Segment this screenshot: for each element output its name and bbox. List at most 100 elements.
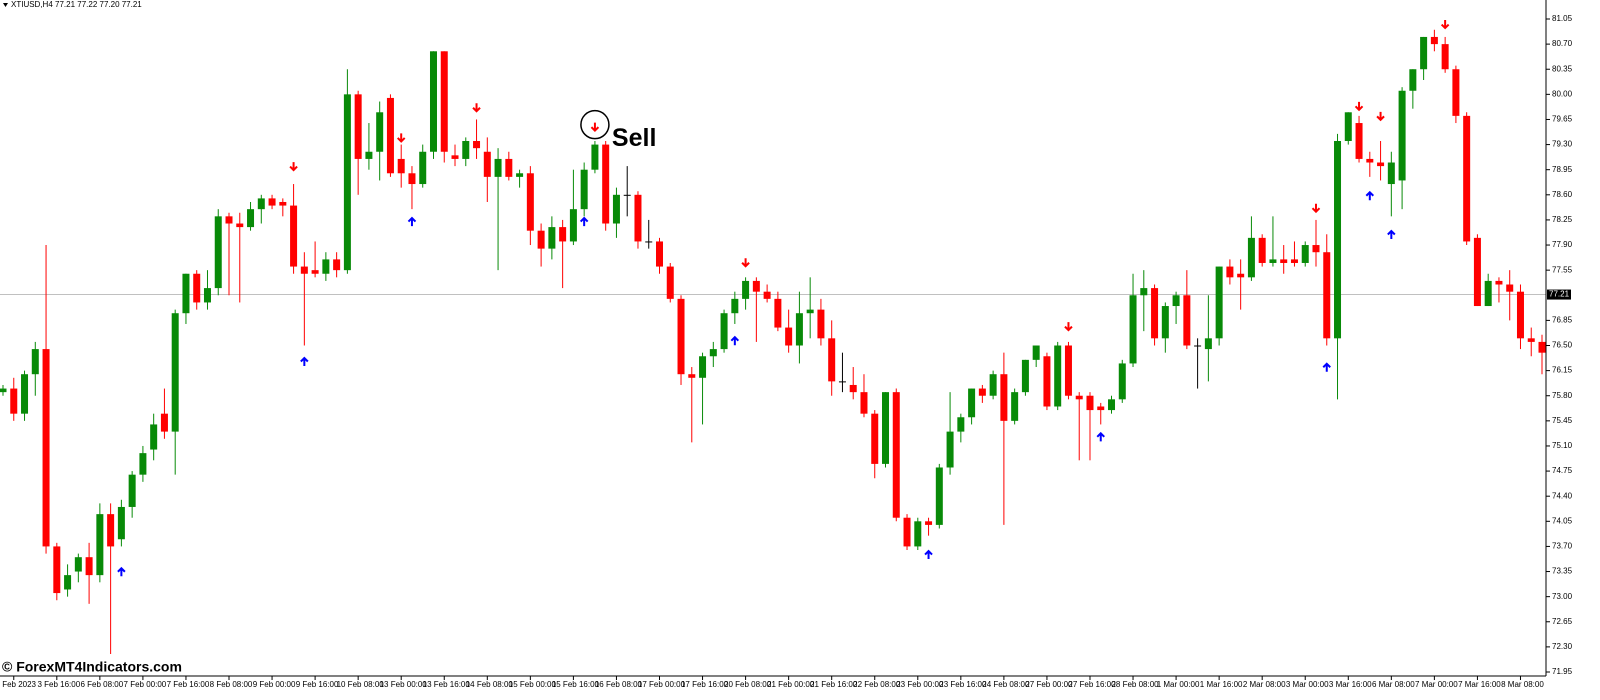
candle-body [903, 517, 911, 547]
candle-body [1430, 36, 1438, 45]
x-tick-label: 28 Feb 08:00 [1111, 680, 1159, 689]
candle-body [386, 97, 394, 174]
candle-body [257, 198, 265, 210]
x-tick-label: 7 Mar 16:00 [1458, 680, 1501, 689]
candle-body [1064, 345, 1072, 396]
candle-body [1151, 288, 1159, 339]
buy-arrow [407, 216, 417, 227]
candle-body [914, 521, 922, 547]
candle-body [978, 388, 986, 396]
x-tick-label: 8 Feb 08:00 [210, 680, 253, 689]
x-tick-label: 13 Feb 16:00 [423, 680, 471, 689]
candle-body [236, 223, 244, 228]
x-tick-label: 1 Mar 00:00 [1157, 680, 1200, 689]
y-tick-label: 75.45 [1552, 416, 1573, 425]
x-tick-label: 3 Mar 00:00 [1286, 680, 1329, 689]
candle-body [1441, 44, 1449, 70]
candle-body [150, 424, 158, 450]
candle-body [655, 241, 663, 267]
candle-body [1108, 399, 1116, 411]
x-tick-label: 9 Feb 16:00 [296, 680, 339, 689]
candle-body [1452, 69, 1460, 116]
candle-body [1538, 341, 1546, 353]
candle-body [699, 356, 707, 378]
candle-body [634, 194, 642, 242]
candle-body [279, 201, 287, 206]
sell-arrow [590, 122, 600, 133]
candle-body [1366, 158, 1374, 163]
y-tick-label: 80.35 [1552, 64, 1573, 73]
x-tick-label: 15 Feb 16:00 [552, 680, 600, 689]
y-tick-label: 72.30 [1552, 642, 1573, 651]
y-tick-label: 80.70 [1552, 39, 1573, 48]
candle-body [795, 313, 803, 346]
candle-body [1183, 295, 1191, 346]
y-tick-label: 74.40 [1552, 491, 1573, 500]
candle-body [516, 173, 524, 177]
buy-arrow [1096, 431, 1105, 442]
y-tick-label: 80.00 [1552, 89, 1573, 98]
candle-body [31, 349, 39, 375]
candle-body [333, 259, 341, 271]
candle-body [925, 521, 933, 525]
y-tick-label: 77.55 [1552, 265, 1573, 274]
candle-body [483, 151, 491, 177]
y-tick-label: 77.90 [1552, 240, 1573, 249]
y-tick-label: 71.95 [1552, 667, 1573, 676]
candle-body [968, 388, 976, 418]
sell-arrow [1064, 322, 1073, 332]
candle-body [64, 575, 72, 590]
candle-body [1237, 273, 1245, 278]
buy-arrow [117, 566, 126, 577]
candle-body [1280, 259, 1288, 263]
x-tick-label: 6 Mar 08:00 [1372, 680, 1415, 689]
candle-body [247, 209, 255, 228]
candle-body [1172, 295, 1180, 307]
x-tick-label: 7 Feb 00:00 [124, 680, 167, 689]
buy-arrow [300, 356, 309, 367]
watermark: © ForexMT4Indicators.com [2, 659, 182, 675]
candle-body [408, 173, 416, 185]
x-tick-label: 3 Mar 16:00 [1329, 680, 1372, 689]
candle-body [376, 112, 384, 152]
candle-body [462, 140, 470, 159]
candle-body [107, 514, 115, 547]
x-tick-label: 23 Feb 00:00 [896, 680, 944, 689]
y-tick-label: 79.65 [1552, 115, 1573, 124]
sell-arrow [396, 133, 406, 143]
candle-body [623, 194, 631, 196]
candle-body [1097, 406, 1105, 411]
candle-body [322, 259, 330, 274]
header-triangle [3, 3, 8, 7]
candle-body [1204, 338, 1212, 350]
candle-body [1527, 338, 1535, 342]
candle-body [182, 273, 190, 314]
candle-body [742, 280, 750, 299]
x-tick-label: 2 Mar 08:00 [1243, 680, 1286, 689]
candle-body [1226, 266, 1234, 278]
x-tick-label: 1 Mar 16:00 [1200, 680, 1243, 689]
candle-body [849, 384, 857, 393]
sell-arrow [1440, 20, 1450, 30]
candle-body [1344, 112, 1352, 141]
candle-body [53, 546, 61, 594]
y-tick-label: 73.00 [1552, 592, 1573, 601]
candle-body [354, 94, 362, 159]
candle-body [1140, 288, 1148, 296]
candle-body [1215, 266, 1223, 339]
y-tick-label: 79.30 [1552, 140, 1573, 149]
buy-arrow [579, 216, 589, 227]
candle-body [892, 392, 900, 518]
candle-body [1355, 123, 1363, 159]
candle-body [709, 349, 717, 357]
candle-body [365, 151, 373, 159]
x-tick-label: 23 Feb 16:00 [939, 680, 987, 689]
candle-body [1473, 237, 1481, 307]
x-tick-label: 7 Feb 16:00 [167, 680, 210, 689]
candle-body [128, 474, 136, 507]
candle-body [419, 151, 427, 185]
y-tick-label: 75.80 [1552, 391, 1573, 400]
candle-body [1086, 395, 1094, 411]
